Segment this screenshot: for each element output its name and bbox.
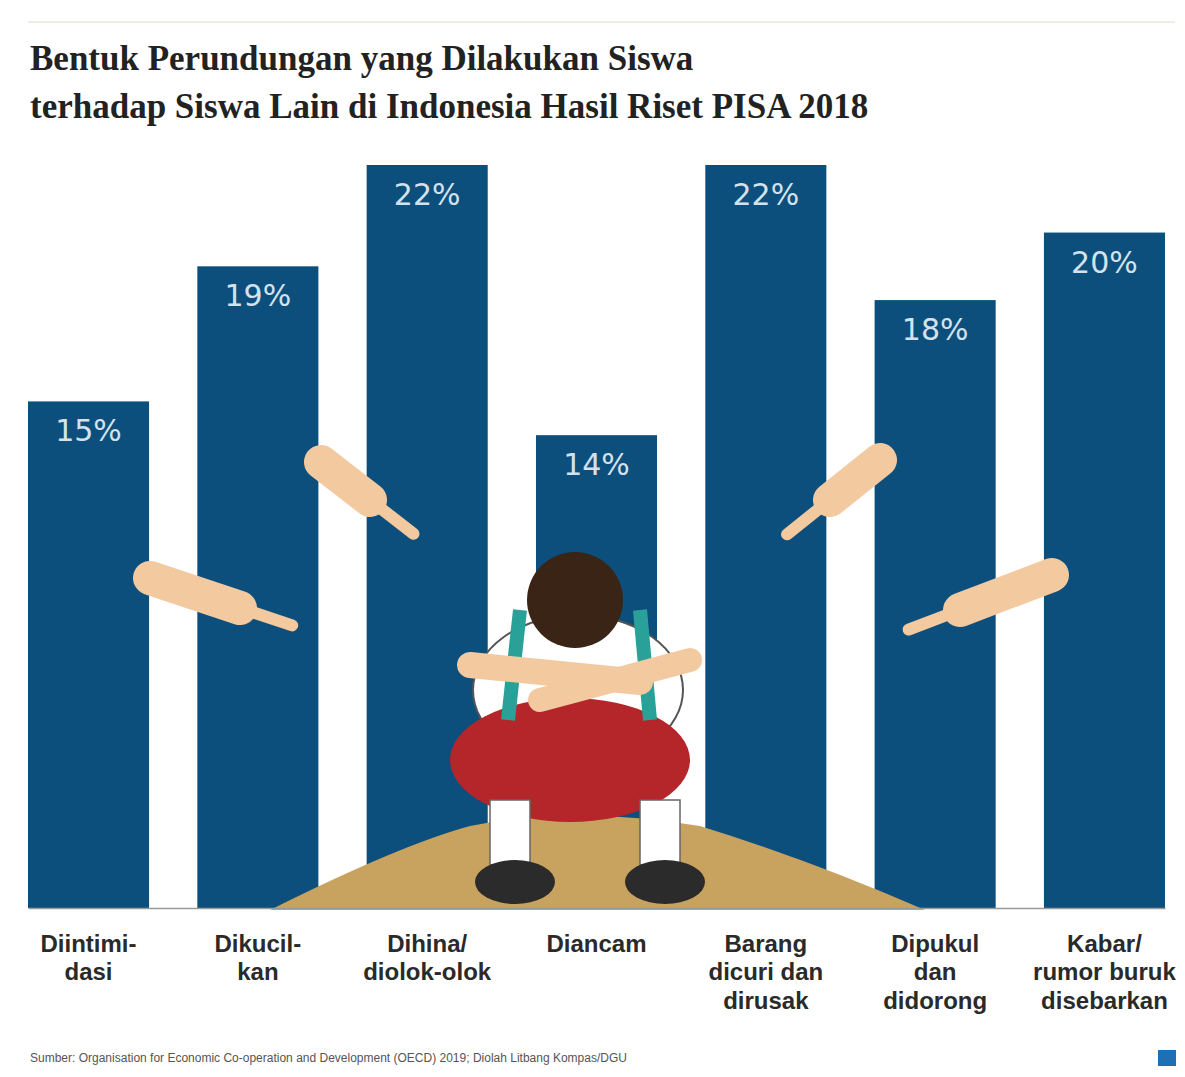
title-line: Bentuk Perundungan yang Dilakukan Siswa	[30, 39, 693, 78]
finger	[787, 500, 830, 534]
chart: Bentuk Perundungan yang Dilakukan Siswa t…	[0, 0, 1185, 1077]
tick-label-line: dan	[914, 958, 957, 985]
tick-label-line: Diintimi-	[41, 930, 137, 957]
arm	[540, 660, 690, 700]
finger	[370, 500, 413, 534]
bar	[705, 165, 826, 908]
tick-label-line: diolok-olok	[363, 958, 492, 985]
tick-label-line: kan	[237, 958, 278, 985]
axis-line	[29, 908, 1166, 910]
tick-label-line: Dihina/	[387, 930, 467, 957]
source: Sumber: Organisation for Economic Co-ope…	[30, 1051, 627, 1065]
data-label: 18%	[902, 312, 969, 347]
tick-label: Dipukuldandidorong	[883, 930, 987, 1015]
bar	[28, 401, 149, 908]
tick: Diintimi-dasi	[41, 930, 137, 986]
tick: Dikucil-kan	[215, 930, 302, 986]
bars	[28, 165, 1165, 908]
tick-label: Kabar/rumor burukdisebarkan	[1033, 930, 1176, 1015]
data-label: 22%	[732, 177, 799, 212]
hand	[960, 575, 1052, 610]
data-label: 20%	[1071, 245, 1138, 280]
head	[527, 552, 623, 648]
tick-label-line: didorong	[883, 987, 987, 1014]
tick-label: Dihina/diolok-olok	[363, 930, 492, 986]
top-rule	[28, 21, 1175, 23]
tick-label: Dikucil-kan	[215, 930, 302, 986]
data-label: 14%	[563, 447, 630, 482]
tick-label-line: Barang	[724, 930, 807, 957]
tick-label-line: dicuri dan	[708, 958, 823, 985]
data-label: 19%	[225, 278, 292, 313]
data-labels: 15% 19% 22% 14% 22% 18% 20%	[55, 177, 1138, 482]
hand	[830, 460, 880, 500]
tick-label-line: Kabar/	[1067, 930, 1142, 957]
logo	[1158, 1050, 1176, 1066]
tick-label-line: rumor buruk	[1033, 958, 1176, 985]
sock	[490, 800, 530, 865]
tick-label-line: dirusak	[723, 987, 809, 1014]
tick-label-line: Dipukul	[891, 930, 979, 957]
data-label: 22%	[394, 177, 461, 212]
tick: Barangdicuri dandirusak	[708, 930, 823, 1015]
tick-label-line: dasi	[65, 958, 113, 985]
hand	[150, 578, 240, 608]
tick-label: Diancam	[546, 930, 646, 957]
tick: Dipukuldandidorong	[883, 930, 987, 1015]
tick-label: Barangdicuri dandirusak	[708, 930, 823, 1015]
shoe	[475, 860, 555, 904]
sand-mound	[270, 816, 925, 911]
shoe	[625, 860, 705, 904]
title-line: terhadap Siswa Lain di Indonesia Hasil R…	[30, 87, 868, 126]
tick-label-line: disebarkan	[1041, 987, 1168, 1014]
tick-label-line: Diancam	[546, 930, 646, 957]
tick: Kabar/rumor burukdisebarkan	[1033, 930, 1176, 1015]
data-label: 15%	[55, 413, 122, 448]
tick-label-line: Dikucil-	[215, 930, 302, 957]
tick-label: Diintimi-dasi	[41, 930, 137, 986]
finger	[909, 610, 960, 630]
tick: Diancam	[546, 930, 646, 957]
bar	[367, 165, 488, 908]
sock	[640, 800, 680, 865]
tick: Dihina/diolok-olok	[363, 930, 492, 986]
finger	[240, 608, 292, 625]
hand	[321, 462, 370, 500]
x-axis: Diintimi-dasi Dikucil-kan Dihina/diolok-ol…	[29, 909, 1177, 1015]
illustration	[150, 460, 1052, 910]
title: Bentuk Perundungan yang Dilakukan Siswa t…	[30, 39, 868, 126]
